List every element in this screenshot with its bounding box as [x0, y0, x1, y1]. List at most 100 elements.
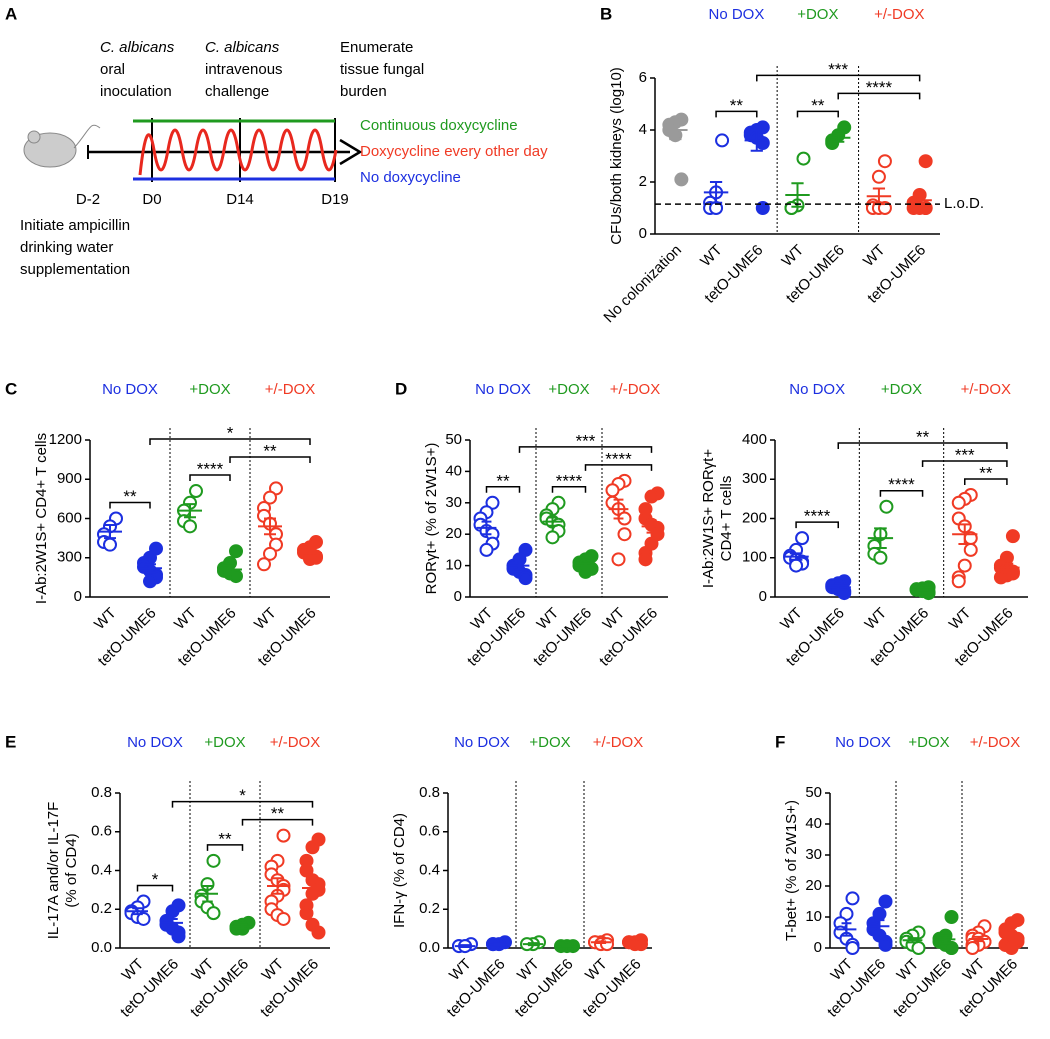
- sem-bar: [613, 498, 624, 520]
- panel-letter: C: [5, 379, 17, 398]
- data-point: [229, 569, 243, 584]
- significance: *: [152, 870, 159, 889]
- y-axis-label: I-Ab:2W1S+ CD4+ T cells: [33, 433, 50, 604]
- panel-letter: B: [600, 4, 612, 23]
- bracket: [206, 844, 244, 851]
- y-tick-label: 0.2: [91, 900, 112, 917]
- group-header: +DOX: [797, 6, 838, 23]
- significance: **: [496, 471, 510, 490]
- sem-bar: [669, 119, 682, 141]
- group-header: No DOX: [708, 6, 764, 23]
- y-tick-label: 300: [57, 549, 82, 566]
- y-tick-label: 0.4: [419, 861, 440, 878]
- x-tick-label: WT: [251, 605, 280, 634]
- bracket: [171, 800, 314, 808]
- y-tick-label: 200: [742, 509, 767, 526]
- data-point: [789, 558, 804, 573]
- panel-letter: D: [395, 379, 407, 398]
- x-tick-label: WT: [779, 242, 808, 271]
- x-tick-label: WT: [259, 956, 288, 985]
- significance: **: [263, 442, 277, 461]
- group-header: +DOX: [189, 381, 230, 398]
- data-point: [784, 201, 799, 215]
- bracket: [551, 486, 587, 493]
- step-text: inoculation: [100, 83, 172, 100]
- bracket: [837, 442, 1008, 449]
- data-point: [605, 483, 620, 498]
- data-point: [877, 154, 892, 169]
- arrowhead: [339, 138, 363, 166]
- y-tick-label: 50: [445, 431, 462, 448]
- y-tick-label: 10: [805, 908, 822, 925]
- data-point: [715, 133, 730, 148]
- y-tick-label: 4: [639, 121, 647, 138]
- data-point: [993, 570, 1008, 585]
- bracket: [964, 478, 1008, 485]
- alternate-line: [138, 128, 338, 176]
- panel-letter: F: [775, 732, 785, 751]
- significance: ****: [888, 475, 915, 494]
- data-point: [206, 853, 221, 868]
- significance: **: [123, 487, 137, 506]
- data-point: [634, 937, 648, 952]
- y-tick-label: 900: [57, 470, 82, 487]
- data-point: [189, 484, 203, 499]
- step-text: C. albicans: [205, 39, 280, 56]
- data-point: [918, 154, 933, 169]
- group-header: No DOX: [789, 381, 845, 398]
- sem-bar: [1006, 932, 1017, 941]
- x-tick-label: WT: [91, 605, 120, 634]
- sem-bar: [547, 516, 558, 527]
- sem-bar: [202, 885, 213, 903]
- bracket: [518, 446, 653, 453]
- significance: ****: [605, 449, 632, 468]
- sem-bar: [709, 181, 723, 204]
- data-point: [103, 537, 117, 552]
- y-axis-label: T-bet+ (% of 2W1S+): [783, 800, 800, 941]
- data-point: [305, 840, 320, 855]
- data-point: [136, 911, 151, 926]
- y-tick-label: 40: [445, 462, 462, 479]
- data-point: [165, 904, 180, 919]
- group-header: +DOX: [204, 734, 245, 751]
- sem-bar: [646, 519, 657, 534]
- sem-bar: [973, 935, 984, 943]
- data-point: [600, 937, 614, 952]
- data-point: [845, 891, 860, 906]
- step-text: oral: [100, 61, 125, 78]
- y-tick-label: 0: [639, 225, 647, 242]
- data-point: [871, 169, 886, 184]
- sem-bar: [750, 129, 763, 152]
- data-point: [951, 574, 966, 589]
- y-tick-label: 6: [639, 69, 647, 86]
- sem-bar: [493, 942, 505, 947]
- note-text: drinking water: [20, 239, 113, 256]
- data-point: [276, 911, 291, 926]
- significance: **: [218, 829, 232, 848]
- sem-bar: [527, 942, 539, 947]
- sem-bar: [958, 523, 972, 546]
- significance: *: [227, 424, 234, 443]
- data-point: [183, 519, 197, 534]
- group-header: No DOX: [835, 734, 891, 751]
- group-header: +/-DOX: [610, 381, 660, 398]
- day-label: D0: [142, 191, 161, 208]
- sem-bar: [132, 907, 143, 916]
- data-point: [755, 201, 770, 215]
- data-point: [299, 863, 314, 878]
- sem-bar: [224, 564, 236, 575]
- y-tick-label: 0: [74, 588, 82, 605]
- sem-bar: [629, 940, 641, 944]
- bracket: [189, 474, 231, 482]
- group-header: +/-DOX: [593, 734, 643, 751]
- sem-bar: [272, 877, 283, 895]
- group-header: +DOX: [529, 734, 570, 751]
- significance: ****: [804, 507, 831, 526]
- y-tick-label: 50: [805, 784, 822, 801]
- bracket: [149, 438, 311, 446]
- sem-bar: [459, 944, 471, 949]
- sem-bar: [580, 562, 591, 569]
- data-point: [957, 558, 972, 573]
- sem-bar: [184, 503, 196, 519]
